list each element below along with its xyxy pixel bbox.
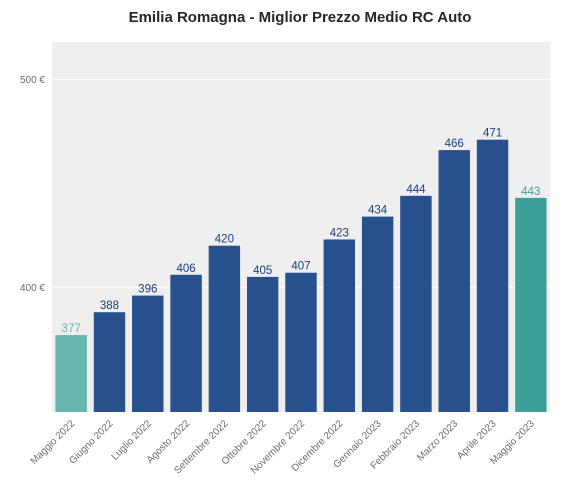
bar xyxy=(361,216,394,412)
data-label: 471 xyxy=(483,128,502,140)
y-axis-ticks: 400 € 500 € xyxy=(20,75,45,294)
data-label: 420 xyxy=(215,234,234,246)
data-label: 396 xyxy=(138,284,157,296)
data-label: 377 xyxy=(62,323,81,335)
bar xyxy=(132,295,164,412)
bar xyxy=(323,239,356,412)
data-label: 405 xyxy=(253,265,272,277)
bar xyxy=(285,272,317,412)
bars xyxy=(55,139,547,412)
bar xyxy=(476,139,509,412)
bar xyxy=(208,245,241,412)
y-tick-label: 400 € xyxy=(20,283,45,294)
data-label: 443 xyxy=(521,186,540,198)
bar xyxy=(515,197,547,412)
data-label: 406 xyxy=(176,263,195,275)
data-label: 434 xyxy=(368,205,388,217)
data-label: 388 xyxy=(100,300,119,312)
data-label: 466 xyxy=(445,138,464,150)
data-labels: 377 388 396 406 420 405 407 423 434 444 466 471 443 xyxy=(62,128,541,335)
bar xyxy=(400,195,432,412)
bar xyxy=(246,276,279,412)
chart-title: Emilia Romagna - Miglior Prezzo Medio RC… xyxy=(129,9,472,26)
bar xyxy=(55,335,87,412)
data-label: 444 xyxy=(406,184,426,196)
data-label: 423 xyxy=(330,227,349,239)
bar xyxy=(93,312,126,412)
bar xyxy=(170,274,202,412)
bar xyxy=(438,150,470,412)
x-tick-label: Marzo 2023 xyxy=(415,418,460,463)
y-tick-label: 500 € xyxy=(20,75,45,86)
data-label: 407 xyxy=(291,261,310,273)
